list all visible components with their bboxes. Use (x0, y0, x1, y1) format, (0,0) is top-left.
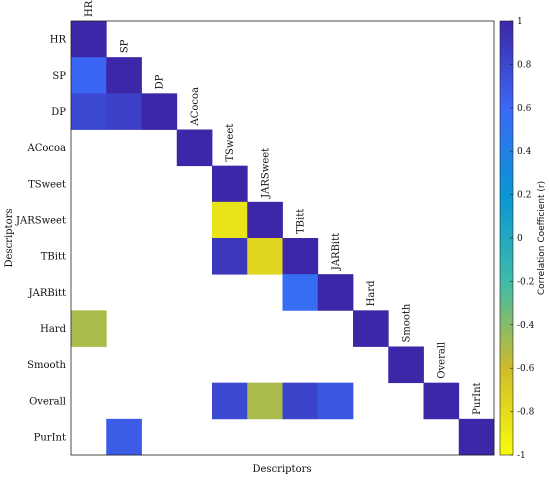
y-tick-label-tsweet: TSweet (28, 179, 66, 190)
y-tick-label-tbitt: TBitt (41, 252, 66, 263)
heatmap-cell-smooth-smooth (388, 346, 424, 384)
heatmap-cell-overall-overall (423, 382, 460, 420)
y-tick-label-overall: Overall (29, 396, 66, 407)
diagonal-label-overall: Overall (437, 342, 448, 379)
diagonal-label-hr: HR (84, 0, 95, 17)
y-tick-label-jarbitt: JARBitt (28, 288, 66, 299)
plot-frame (70, 20, 495, 456)
colorbar-label: Correlation Coefficient (r) (537, 181, 547, 295)
heatmap-cell-tbitt-tbitt (282, 238, 319, 275)
colorbar-tick-label: 0.8 (517, 60, 532, 70)
colorbar-tick-label: -0.6 (517, 364, 535, 374)
diagonal-label-purint: PurInt (472, 382, 483, 414)
heatmap-cell-tbitt-tsweet (212, 238, 248, 275)
diagonal-label-smooth: Smooth (401, 303, 412, 342)
diagonal-label-jarbitt: JARBitt (331, 233, 342, 271)
y-tick-label-purint: PurInt (34, 432, 66, 443)
diagonal-label-tsweet: TSweet (225, 124, 236, 162)
heatmap-cell-jarsweet-jarsweet (247, 201, 283, 239)
y-axis-label: Descriptors (4, 209, 15, 268)
heatmap-cell-overall-jarbitt (317, 382, 354, 420)
heatmap-cell-jarsweet-tsweet (212, 201, 248, 239)
heatmap-cell-sp-hr (71, 57, 107, 94)
heatmap-cell-dp-dp (141, 93, 178, 130)
y-tick-label-smooth: Smooth (27, 360, 66, 371)
heatmap-cell-sp-sp (106, 57, 142, 94)
heatmap-cell-purint-sp (106, 418, 142, 456)
y-tick-label-dp: DP (51, 107, 66, 118)
y-tick-label-jarsweet: JARSweet (15, 215, 66, 226)
y-tick-label-hard: Hard (40, 324, 66, 335)
colorbar-tick-label: -0.2 (517, 277, 534, 287)
diagonal-label-sp: SP (119, 39, 130, 53)
colorbar-tick-label: -1 (517, 451, 526, 461)
heatmap-cell-dp-sp (106, 93, 142, 130)
diagonal-label-acocoa: ACocoa (190, 87, 201, 127)
heatmap-cell-purint-purint (458, 418, 495, 456)
y-tick-labels: HR SP DP ACocoa TSweet JARSweet TBitt JARBitt Ha… (15, 35, 67, 444)
colorbar-tick-label: 0.6 (517, 104, 532, 114)
colorbar-tick-label: 1 (517, 17, 523, 27)
heatmap-cell-overall-tbitt (282, 382, 319, 420)
heatmap-cell-jarbitt-tbitt (282, 274, 319, 311)
colorbar-tick-label: 0.2 (517, 191, 531, 201)
colorbar-tick-label: -0.8 (517, 408, 535, 418)
diagonal-label-hard: Hard (366, 280, 377, 306)
x-axis-label: Descriptors (253, 464, 312, 475)
heatmap-cell-hr-hr (71, 21, 107, 58)
heatmap-cells (71, 21, 495, 456)
colorbar-tick-label: 0 (517, 234, 523, 244)
y-tick-label-acocoa: ACocoa (27, 143, 67, 154)
colorbar-ticks: 1 0.8 0.6 0.4 0.2 0 -0.2 -0.4 -0.6 -0.8 -1 (510, 17, 535, 461)
heatmap-cell-overall-jarsweet (247, 382, 283, 420)
colorbar-tick-label: -0.4 (517, 321, 535, 331)
heatmap-cell-acocoa-acocoa (176, 129, 213, 167)
heatmap-cell-tsweet-tsweet (212, 165, 248, 203)
colorbar-tick-label: 0.4 (517, 147, 532, 157)
diagonal-labels: HR SP DP ACocoa TSweet JARSweet TBitt JARBitt Ha… (84, 0, 483, 415)
heatmap-cell-tbitt-jarsweet (247, 238, 283, 275)
diagonal-label-dp: DP (155, 74, 166, 89)
heatmap-cell-hard-hard (353, 310, 389, 347)
y-tick-label-sp: SP (52, 71, 66, 82)
diagonal-label-jarsweet: JARSweet (260, 148, 271, 199)
y-tick-label-hr: HR (50, 35, 67, 46)
diagonal-label-tbitt: TBitt (296, 209, 307, 234)
heatmap-cell-hard-hr (71, 310, 107, 347)
heatmap-cell-dp-hr (71, 93, 107, 130)
heatmap-cell-jarbitt-jarbitt (317, 274, 354, 311)
heatmap-cell-overall-tsweet (212, 382, 248, 420)
